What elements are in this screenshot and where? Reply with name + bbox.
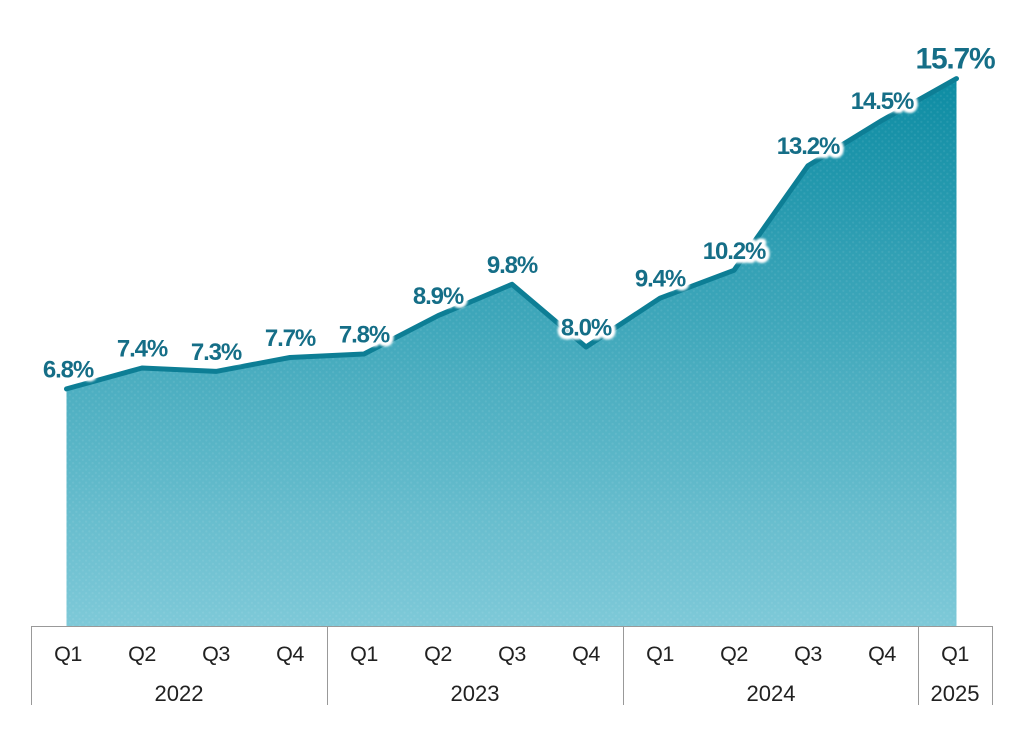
svg-text:7.3%: 7.3% xyxy=(191,339,242,366)
svg-text:Q1: Q1 xyxy=(941,642,969,666)
svg-text:2025: 2025 xyxy=(931,681,980,706)
svg-text:Q1: Q1 xyxy=(646,642,674,666)
svg-text:15.7%: 15.7% xyxy=(915,43,995,76)
svg-text:7.7%: 7.7% xyxy=(265,325,316,352)
svg-text:Q3: Q3 xyxy=(498,642,526,666)
svg-text:13.2%: 13.2% xyxy=(777,133,840,160)
svg-text:Q4: Q4 xyxy=(868,642,896,666)
svg-text:Q1: Q1 xyxy=(350,642,378,666)
svg-text:7.8%: 7.8% xyxy=(339,322,390,349)
svg-text:Q4: Q4 xyxy=(572,642,600,666)
svg-text:9.8%: 9.8% xyxy=(487,252,538,279)
svg-text:9.8%: 9.8% xyxy=(487,252,538,279)
svg-text:2023: 2023 xyxy=(451,681,500,706)
svg-text:6.8%: 6.8% xyxy=(43,356,94,383)
svg-text:14.5%: 14.5% xyxy=(851,88,914,115)
svg-text:9.4%: 9.4% xyxy=(635,266,686,293)
svg-text:2022: 2022 xyxy=(155,681,204,706)
svg-text:Q3: Q3 xyxy=(202,642,230,666)
svg-text:7.8%: 7.8% xyxy=(339,322,390,349)
svg-text:Q4: Q4 xyxy=(276,642,304,666)
svg-text:10.2%: 10.2% xyxy=(703,238,766,265)
svg-text:Q2: Q2 xyxy=(720,642,748,666)
svg-text:Q2: Q2 xyxy=(424,642,452,666)
svg-text:7.4%: 7.4% xyxy=(117,336,168,363)
svg-text:9.4%: 9.4% xyxy=(635,266,686,293)
svg-text:8.0%: 8.0% xyxy=(561,315,612,342)
svg-text:7.3%: 7.3% xyxy=(191,339,242,366)
svg-text:14.5%: 14.5% xyxy=(851,88,914,115)
svg-text:15.7%: 15.7% xyxy=(915,43,995,76)
svg-text:7.7%: 7.7% xyxy=(265,325,316,352)
svg-text:Q2: Q2 xyxy=(128,642,156,666)
svg-text:8.0%: 8.0% xyxy=(561,315,612,342)
svg-text:6.8%: 6.8% xyxy=(43,356,94,383)
svg-text:7.4%: 7.4% xyxy=(117,336,168,363)
svg-text:8.9%: 8.9% xyxy=(413,283,464,310)
svg-text:10.2%: 10.2% xyxy=(703,238,766,265)
svg-text:8.9%: 8.9% xyxy=(413,283,464,310)
svg-text:Q1: Q1 xyxy=(54,642,82,666)
svg-text:13.2%: 13.2% xyxy=(777,133,840,160)
svg-text:2024: 2024 xyxy=(747,681,796,706)
svg-text:Q3: Q3 xyxy=(794,642,822,666)
